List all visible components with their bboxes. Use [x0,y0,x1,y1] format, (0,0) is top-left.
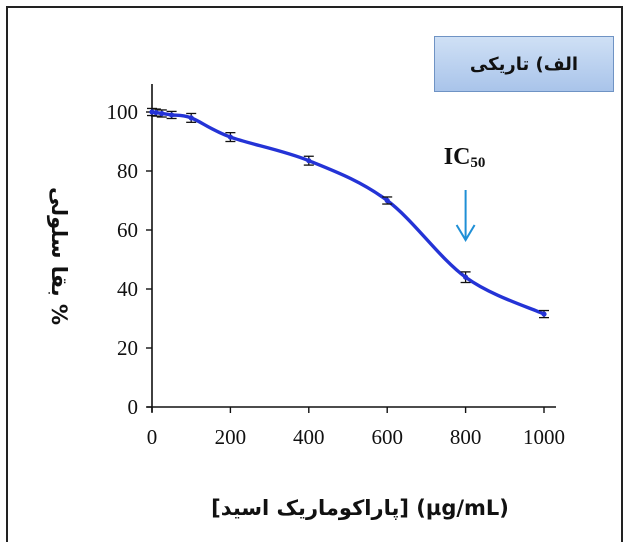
figure-frame [6,6,623,542]
data-point [306,158,312,164]
ic50-arrow-head [455,224,476,242]
y-tick-label: 60 [117,218,138,242]
x-tick-label: 600 [371,425,403,449]
x-tick-label: 800 [450,425,482,449]
ic50-label: IC50 [444,144,486,171]
x-tick-label: 200 [215,425,247,449]
data-point [384,197,390,204]
data-point [153,109,159,116]
ic50-arrow [455,190,476,242]
data-point [188,115,194,121]
data-point [463,274,469,280]
data-point [169,112,175,118]
series-line [151,110,545,316]
x-tick-label: 400 [293,425,325,449]
y-tick-label: 100 [107,100,139,124]
data-point [159,110,165,117]
data-point [541,311,547,317]
x-tick-label: 0 [147,425,158,449]
chart-axes [146,84,556,413]
y-axis-title: % بقا سلولی [47,187,71,325]
y-tick-label: 40 [117,277,138,301]
y-tick-label: 0 [128,395,139,419]
x-tick-label: 1000 [523,425,565,449]
chart-title: الف) تاریکی [469,53,579,75]
data-point [149,109,155,115]
chart-title-box: الف) تاریکی [434,36,614,92]
y-tick-label: 80 [117,159,138,183]
y-tick-label: 20 [117,336,138,360]
chart-marks [147,107,549,319]
data-point [227,134,233,140]
x-axis-title: (µg/mL) [پاراکوماریک اسید] [211,496,509,520]
